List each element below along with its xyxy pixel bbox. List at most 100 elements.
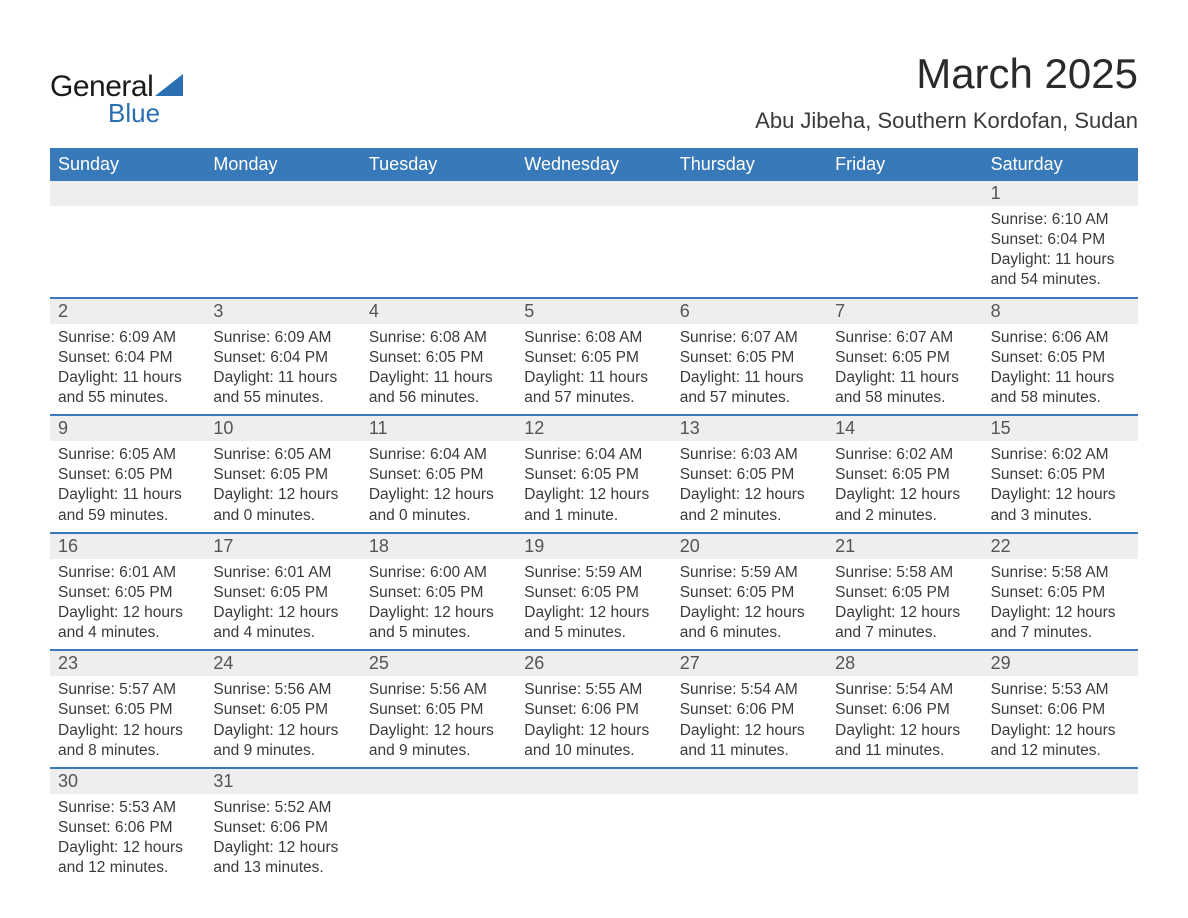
day-cell [516, 794, 671, 885]
day-cell: Sunrise: 6:00 AMSunset: 6:05 PMDaylight:… [361, 559, 516, 650]
sunset-text: Sunset: 6:05 PM [58, 583, 197, 603]
sunset-text: Sunset: 6:05 PM [991, 583, 1130, 603]
sunrise-text: Sunrise: 6:09 AM [213, 328, 352, 348]
day-cell [205, 206, 360, 297]
daylight-text-1: Daylight: 11 hours [369, 368, 508, 388]
day-number: 16 [50, 534, 205, 559]
day-number: 21 [827, 534, 982, 559]
day-cell: Sunrise: 5:54 AMSunset: 6:06 PMDaylight:… [672, 676, 827, 767]
daylight-text-2: and 13 minutes. [213, 858, 352, 878]
sunset-text: Sunset: 6:05 PM [524, 583, 663, 603]
daylight-text-2: and 57 minutes. [524, 388, 663, 408]
calendar-content-row: Sunrise: 6:05 AMSunset: 6:05 PMDaylight:… [50, 441, 1138, 532]
daylight-text-2: and 11 minutes. [835, 741, 974, 761]
daylight-text-1: Daylight: 12 hours [835, 485, 974, 505]
day-cell: Sunrise: 6:07 AMSunset: 6:05 PMDaylight:… [827, 324, 982, 415]
day-number [205, 181, 360, 206]
day-number: 8 [983, 299, 1138, 324]
sunrise-text: Sunrise: 6:01 AM [58, 563, 197, 583]
day-number [672, 181, 827, 206]
day-cell [827, 794, 982, 885]
calendar-daynum-row: 16171819202122 [50, 532, 1138, 559]
sunrise-text: Sunrise: 6:06 AM [991, 328, 1130, 348]
sunrise-text: Sunrise: 6:05 AM [58, 445, 197, 465]
weekday-sunday: Sunday [50, 148, 205, 181]
daylight-text-2: and 5 minutes. [524, 623, 663, 643]
daylight-text-1: Daylight: 12 hours [58, 721, 197, 741]
calendar-daynum-row: 2345678 [50, 297, 1138, 324]
day-number: 9 [50, 416, 205, 441]
sunrise-text: Sunrise: 6:08 AM [369, 328, 508, 348]
sunrise-text: Sunrise: 6:02 AM [991, 445, 1130, 465]
daylight-text-2: and 11 minutes. [680, 741, 819, 761]
day-cell: Sunrise: 5:53 AMSunset: 6:06 PMDaylight:… [983, 676, 1138, 767]
month-title: March 2025 [755, 50, 1138, 98]
calendar-body: 1Sunrise: 6:10 AMSunset: 6:04 PMDaylight… [50, 181, 1138, 884]
day-number: 28 [827, 651, 982, 676]
daylight-text-2: and 57 minutes. [680, 388, 819, 408]
daylight-text-2: and 2 minutes. [835, 506, 974, 526]
calendar-content-row: Sunrise: 6:01 AMSunset: 6:05 PMDaylight:… [50, 559, 1138, 650]
sunrise-text: Sunrise: 6:00 AM [369, 563, 508, 583]
sunset-text: Sunset: 6:05 PM [213, 465, 352, 485]
daylight-text-2: and 56 minutes. [369, 388, 508, 408]
day-number: 20 [672, 534, 827, 559]
day-number: 11 [361, 416, 516, 441]
day-number: 19 [516, 534, 671, 559]
sunset-text: Sunset: 6:05 PM [369, 348, 508, 368]
sunrise-text: Sunrise: 5:58 AM [991, 563, 1130, 583]
sunrise-text: Sunrise: 5:58 AM [835, 563, 974, 583]
day-cell: Sunrise: 6:09 AMSunset: 6:04 PMDaylight:… [50, 324, 205, 415]
weekday-friday: Friday [827, 148, 982, 181]
sunrise-text: Sunrise: 5:57 AM [58, 680, 197, 700]
day-number: 2 [50, 299, 205, 324]
daylight-text-2: and 9 minutes. [369, 741, 508, 761]
day-number: 5 [516, 299, 671, 324]
sunset-text: Sunset: 6:06 PM [58, 818, 197, 838]
day-number: 6 [672, 299, 827, 324]
day-number: 24 [205, 651, 360, 676]
title-block: March 2025 Abu Jibeha, Southern Kordofan… [755, 50, 1138, 134]
daylight-text-1: Daylight: 12 hours [58, 603, 197, 623]
day-cell [672, 794, 827, 885]
weekday-monday: Monday [205, 148, 360, 181]
sunset-text: Sunset: 6:05 PM [58, 700, 197, 720]
daylight-text-1: Daylight: 12 hours [524, 721, 663, 741]
sunrise-text: Sunrise: 6:05 AM [213, 445, 352, 465]
sunrise-text: Sunrise: 6:07 AM [680, 328, 819, 348]
daylight-text-1: Daylight: 11 hours [680, 368, 819, 388]
sunset-text: Sunset: 6:04 PM [213, 348, 352, 368]
day-number: 7 [827, 299, 982, 324]
day-number [516, 769, 671, 794]
sunset-text: Sunset: 6:06 PM [680, 700, 819, 720]
day-cell [827, 206, 982, 297]
daylight-text-2: and 5 minutes. [369, 623, 508, 643]
day-cell: Sunrise: 5:53 AMSunset: 6:06 PMDaylight:… [50, 794, 205, 885]
daylight-text-1: Daylight: 12 hours [680, 485, 819, 505]
daylight-text-2: and 4 minutes. [58, 623, 197, 643]
daylight-text-2: and 4 minutes. [213, 623, 352, 643]
day-number: 15 [983, 416, 1138, 441]
day-cell: Sunrise: 5:56 AMSunset: 6:05 PMDaylight:… [205, 676, 360, 767]
sunset-text: Sunset: 6:04 PM [991, 230, 1130, 250]
daylight-text-1: Daylight: 11 hours [524, 368, 663, 388]
daylight-text-1: Daylight: 12 hours [991, 721, 1130, 741]
sunrise-text: Sunrise: 6:03 AM [680, 445, 819, 465]
sunset-text: Sunset: 6:05 PM [991, 465, 1130, 485]
sunrise-text: Sunrise: 5:54 AM [680, 680, 819, 700]
day-cell: Sunrise: 5:54 AMSunset: 6:06 PMDaylight:… [827, 676, 982, 767]
day-number: 18 [361, 534, 516, 559]
daylight-text-2: and 0 minutes. [213, 506, 352, 526]
daylight-text-2: and 0 minutes. [369, 506, 508, 526]
day-cell: Sunrise: 6:02 AMSunset: 6:05 PMDaylight:… [983, 441, 1138, 532]
day-number: 31 [205, 769, 360, 794]
daylight-text-1: Daylight: 12 hours [213, 485, 352, 505]
day-cell: Sunrise: 5:58 AMSunset: 6:05 PMDaylight:… [827, 559, 982, 650]
day-number: 17 [205, 534, 360, 559]
sunset-text: Sunset: 6:05 PM [680, 348, 819, 368]
sunrise-text: Sunrise: 5:53 AM [58, 798, 197, 818]
sunset-text: Sunset: 6:05 PM [835, 348, 974, 368]
calendar-content-row: Sunrise: 5:57 AMSunset: 6:05 PMDaylight:… [50, 676, 1138, 767]
calendar-weekday-header: Sunday Monday Tuesday Wednesday Thursday… [50, 148, 1138, 181]
daylight-text-1: Daylight: 11 hours [58, 485, 197, 505]
